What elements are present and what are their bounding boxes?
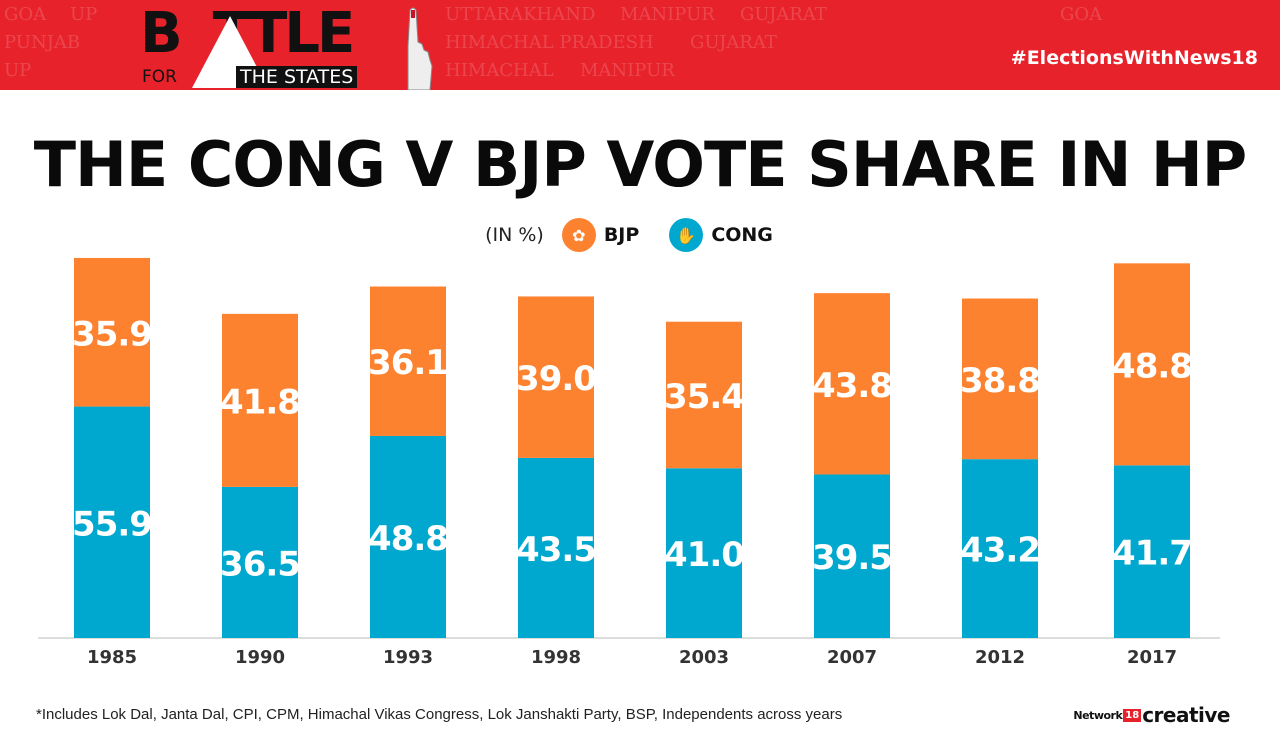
credit-number: 18 [1123, 708, 1142, 722]
data-label-cong-2012: 43.2 [960, 531, 1040, 571]
bar-bjp-1998 [518, 296, 594, 458]
banner-word: MANIPUR [620, 4, 715, 25]
inked-finger-icon [407, 7, 433, 90]
footnote: *Includes Lok Dal, Janta Dal, CPI, CPM, … [36, 706, 843, 723]
credit-network: Network [1073, 708, 1123, 722]
x-tick-label: 2003 [679, 647, 729, 668]
chart-title: THE CONG V BJP VOTE SHARE IN HP [33, 128, 1248, 201]
bar-bjp-1993 [370, 286, 446, 436]
data-label-bjp-1993: 36.1 [368, 343, 448, 383]
x-tick-label: 2007 [827, 647, 877, 668]
data-label-bjp-1998: 39.0 [516, 359, 596, 399]
data-label-cong-1998: 43.5 [516, 530, 596, 570]
banner-word: GUJARAT [690, 32, 777, 53]
legend-label-cong: CONG [711, 224, 773, 246]
data-label-cong-2007: 39.5 [812, 538, 892, 578]
banner-word: UP [70, 4, 98, 25]
data-label-cong-2003: 41.0 [664, 535, 744, 575]
banner-word: HIMACHAL PRADESH [445, 32, 654, 53]
bar-cong-1990 [222, 486, 298, 638]
data-label-cong-1990: 36.5 [220, 544, 300, 584]
data-label-cong-1985: 55.9 [72, 504, 152, 544]
legend: (IN %) ✿ BJP ✋ CONG [0, 218, 1280, 252]
header-banner: UTTARAKHAND MANIPUR GOA GUJARAT PUNJAB UP HIMA… [0, 0, 1280, 90]
legend-label-bjp: BJP [603, 224, 640, 246]
x-tick-label: 1993 [383, 647, 433, 668]
bar-cong-2017 [1114, 465, 1190, 638]
banner-word: UP [4, 60, 32, 81]
data-label-bjp-2012: 38.8 [960, 361, 1040, 401]
network18-creative-logo: Network 18 creative [1073, 703, 1230, 727]
data-label-bjp-2003: 35.4 [664, 377, 744, 417]
banner-word: GOA [1060, 4, 1103, 25]
bar-cong-2007 [814, 474, 890, 638]
unit-label: (IN %) [485, 224, 544, 246]
x-tick-label: 1985 [87, 647, 137, 668]
banner-word: HIMACHAL [445, 60, 554, 81]
credit-creative: creative [1142, 703, 1230, 727]
data-label-bjp-1990: 41.8 [220, 382, 300, 422]
bar-cong-2012 [962, 459, 1038, 638]
stacked-bar-chart: 55.9 35.9 1985 36.5 41.8 1990 48.8 36.1 1993 43.5… [38, 257, 1220, 668]
data-label-bjp-1985: 35.9 [72, 314, 152, 354]
bar-bjp-1985 [74, 257, 150, 407]
bar-cong-2003 [666, 468, 742, 638]
lotus-icon: ✿ [561, 218, 596, 252]
data-label-bjp-2007: 43.8 [812, 366, 892, 406]
x-tick-label: 2017 [1127, 647, 1177, 668]
bar-bjp-2017 [1114, 263, 1190, 466]
x-tick-label: 1998 [531, 647, 581, 668]
bar-bjp-1990 [222, 313, 298, 487]
hand-icon: ✋ [669, 218, 704, 252]
banner-background-words: UTTARAKHAND MANIPUR GOA GUJARAT PUNJAB UP HIMA… [0, 0, 1280, 90]
banner-word: PUNJAB [4, 32, 81, 53]
bar-bjp-2003 [666, 321, 742, 469]
data-label-bjp-2017: 48.8 [1112, 346, 1192, 386]
banner-word: GUJARAT [740, 4, 827, 25]
bar-bjp-2012 [962, 298, 1038, 460]
data-label-cong-1993: 48.8 [368, 519, 448, 559]
bar-cong-1998 [518, 457, 594, 638]
banner-word: GOA [4, 4, 47, 25]
hashtag: #ElectionsWithNews18 [1010, 47, 1258, 69]
x-tick-label: 1990 [235, 647, 285, 668]
data-label-cong-2017: 41.7 [1112, 534, 1192, 574]
banner-word: UTTARAKHAND [445, 4, 596, 25]
bar-bjp-2007 [814, 293, 890, 475]
bar-cong-1993 [370, 435, 446, 638]
battle-for-the-states-logo: B TTLE FOR THE STATES [140, 6, 390, 88]
banner-word: MANIPUR [580, 60, 675, 81]
bar-cong-1985 [74, 406, 150, 638]
x-tick-label: 2012 [975, 647, 1025, 668]
